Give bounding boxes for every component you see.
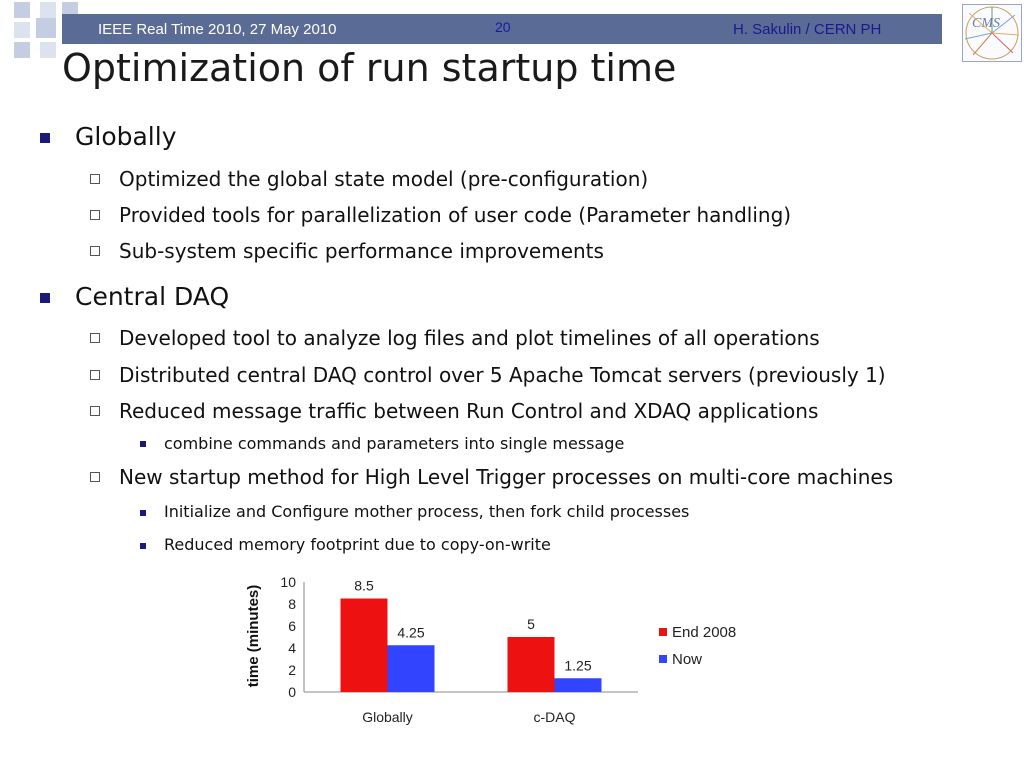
bar: [387, 645, 435, 692]
y-axis-label: time (minutes): [245, 585, 262, 688]
bullet-marker: [90, 210, 100, 220]
decor-square: [36, 18, 56, 38]
y-tick-label: 8: [288, 596, 296, 612]
decor-square: [14, 22, 30, 38]
bar: [340, 598, 388, 692]
bullet-marker: [140, 510, 146, 516]
x-tick-label: Globally: [362, 709, 413, 725]
data-label: 5: [527, 616, 535, 632]
bullet-marker: [140, 543, 146, 549]
bullet-marker: [40, 133, 50, 143]
bullet-marker: [90, 406, 100, 416]
sub-bullet-item: Initialize and Configure mother process,…: [164, 502, 690, 521]
bullet-item: Developed tool to analyze log files and …: [119, 326, 820, 350]
slide-title: Optimization of run startup time: [62, 46, 677, 90]
bullet-item: Distributed central DAQ control over 5 A…: [119, 363, 886, 387]
y-tick-label: 10: [280, 574, 296, 590]
bar: [554, 678, 602, 692]
bullet-marker: [90, 174, 100, 184]
data-label: 8.5: [354, 578, 374, 594]
decor-square: [14, 42, 30, 58]
decor-square: [40, 2, 56, 18]
legend-label: End 2008: [672, 624, 736, 641]
header-event: IEEE Real Time 2010, 27 May 2010: [98, 21, 337, 38]
section-globally: Globally: [75, 122, 177, 151]
y-tick-label: 6: [288, 618, 296, 634]
bullet-marker: [90, 333, 100, 343]
y-tick-label: 4: [288, 640, 296, 656]
bullet-marker: [90, 472, 100, 482]
bullet-item: Optimized the global state model (pre-co…: [119, 167, 649, 191]
legend-swatch: [659, 655, 667, 663]
section-central-daq: Central DAQ: [75, 282, 230, 311]
bar: [507, 637, 555, 692]
cms-logo: CMS: [962, 4, 1022, 62]
legend-swatch: [659, 628, 667, 636]
logo-text: CMS: [972, 16, 1000, 31]
bullet-item: Provided tools for parallelization of us…: [119, 203, 792, 227]
decor-square: [14, 2, 30, 18]
data-label: 1.25: [564, 657, 591, 673]
legend-label: Now: [672, 651, 702, 668]
page-number: 20: [495, 19, 511, 35]
bullet-marker: [90, 370, 100, 380]
bullet-item: Reduced message traffic between Run Cont…: [119, 399, 819, 423]
bullet-item: Sub-system specific performance improvem…: [119, 239, 604, 263]
header-bar: [62, 14, 942, 44]
bullet-item: New startup method for High Level Trigge…: [119, 465, 894, 489]
decor-square: [40, 42, 56, 58]
startup-time-chart: time (minutes) 0 2 4 6 8 10 8.5 4.25 5 1.25 Glob…: [245, 574, 736, 725]
bullet-marker: [140, 441, 146, 447]
header-author: H. Sakulin / CERN PH: [733, 21, 882, 38]
y-tick-label: 0: [288, 684, 296, 700]
y-tick-label: 2: [288, 662, 296, 678]
bullet-marker: [90, 246, 100, 256]
sub-bullet-item: combine commands and parameters into sin…: [164, 434, 625, 453]
x-tick-label: c-DAQ: [534, 709, 576, 725]
data-label: 4.25: [397, 624, 424, 640]
bullet-marker: [40, 293, 50, 303]
sub-bullet-item: Reduced memory footprint due to copy-on-…: [164, 535, 551, 554]
